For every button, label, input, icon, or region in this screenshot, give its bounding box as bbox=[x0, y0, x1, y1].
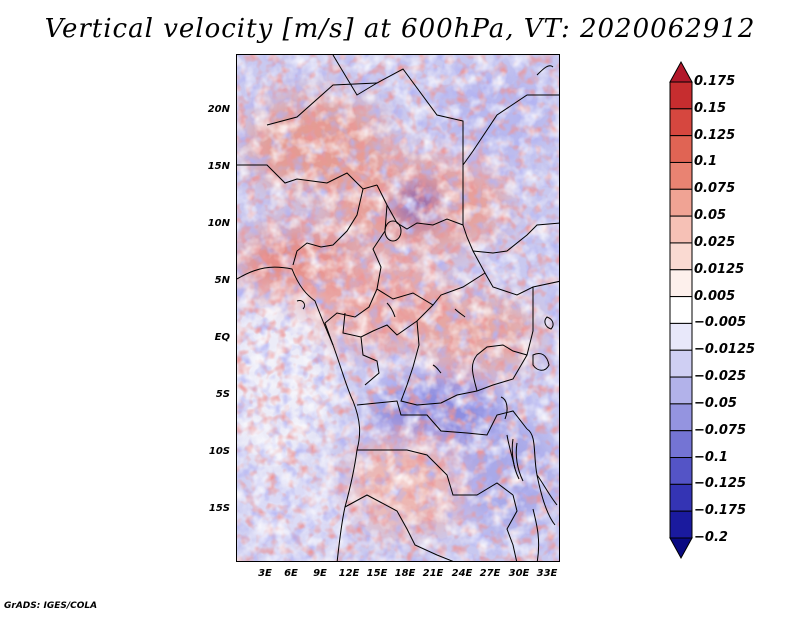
colorbar-label: 0.15 bbox=[694, 100, 727, 116]
colorbar-segment bbox=[669, 430, 693, 459]
colorbar-label: 0.175 bbox=[694, 74, 736, 89]
lon-label-15e: 15E bbox=[366, 568, 388, 579]
lon-label-12e: 12E bbox=[338, 568, 360, 579]
lon-label-6e: 6E bbox=[284, 568, 298, 579]
colorbar-segment bbox=[669, 376, 693, 405]
colorbar-label: −0.075 bbox=[694, 422, 747, 438]
lat-label-5n: 5N bbox=[214, 275, 230, 286]
lat-label-15s: 15S bbox=[208, 503, 230, 514]
colorbar-label: 0.1 bbox=[694, 154, 718, 170]
lat-label-20n: 20N bbox=[207, 104, 230, 115]
map-title: Vertical velocity [m/s] at 600hPa, VT: 2… bbox=[44, 14, 756, 44]
colorbar-segment bbox=[669, 135, 693, 163]
lon-label-3e: 3E bbox=[258, 568, 272, 579]
colorbar-segment bbox=[669, 510, 693, 539]
colorbar-top-arrow bbox=[669, 60, 693, 83]
colorbar-label: 0.125 bbox=[694, 127, 736, 143]
lake-outlines bbox=[296, 220, 554, 470]
lon-label-18e: 18E bbox=[394, 568, 416, 579]
colorbar-label: 0.05 bbox=[694, 208, 727, 224]
colorbar-segment bbox=[669, 296, 693, 324]
lat-label-5s: 5S bbox=[215, 389, 230, 400]
colorbar-segment bbox=[669, 188, 693, 217]
colorbar-label: 0.025 bbox=[694, 234, 736, 250]
colorbar bbox=[669, 60, 693, 560]
colorbar-bottom-arrow bbox=[669, 537, 693, 560]
colorbar-segment bbox=[669, 215, 693, 244]
colorbar-label: −0.0125 bbox=[694, 342, 756, 358]
colorbar-label: 0.0125 bbox=[694, 261, 745, 277]
colorbar-segment bbox=[669, 242, 693, 271]
lon-label-24e: 24E bbox=[451, 568, 473, 579]
colorbar-label: −0.025 bbox=[694, 369, 747, 385]
colorbar-label: −0.05 bbox=[694, 395, 737, 411]
colorbar-segment bbox=[669, 108, 693, 137]
colorbar-label: −0.1 bbox=[694, 449, 728, 465]
lat-label-10n: 10N bbox=[207, 218, 230, 229]
colorbar-segment bbox=[669, 457, 693, 485]
colorbar-segment bbox=[669, 269, 693, 298]
colorbar-segment bbox=[669, 161, 693, 190]
colorbar-label: −0.175 bbox=[694, 503, 747, 519]
lat-label-eq: EQ bbox=[214, 332, 230, 343]
map-panel bbox=[236, 54, 560, 562]
colorbar-segment bbox=[669, 483, 693, 512]
lat-label-15n: 15N bbox=[207, 161, 230, 172]
lat-label-10s: 10S bbox=[208, 446, 230, 457]
colorbar-segment bbox=[669, 403, 693, 432]
colorbar-segment bbox=[669, 322, 693, 351]
colorbar-label: 0.075 bbox=[694, 181, 736, 197]
colorbar-label: −0.005 bbox=[694, 315, 747, 331]
lon-label-21e: 21E bbox=[422, 568, 444, 579]
colorbar-segment bbox=[669, 81, 693, 110]
lon-label-30e: 30E bbox=[508, 568, 530, 579]
colorbar-segment bbox=[669, 349, 693, 378]
vertical-velocity-field bbox=[237, 55, 559, 561]
colorbar-label: 0.005 bbox=[694, 288, 736, 304]
lon-label-27e: 27E bbox=[479, 568, 501, 579]
colorbar-label: −0.2 bbox=[694, 530, 728, 545]
country-borders bbox=[237, 55, 559, 561]
colorbar-label: −0.125 bbox=[694, 476, 747, 492]
lon-label-33e: 33E bbox=[536, 568, 558, 579]
lon-label-9e: 9E bbox=[313, 568, 327, 579]
footer-credit: GrADS: IGES/COLA bbox=[4, 601, 98, 611]
